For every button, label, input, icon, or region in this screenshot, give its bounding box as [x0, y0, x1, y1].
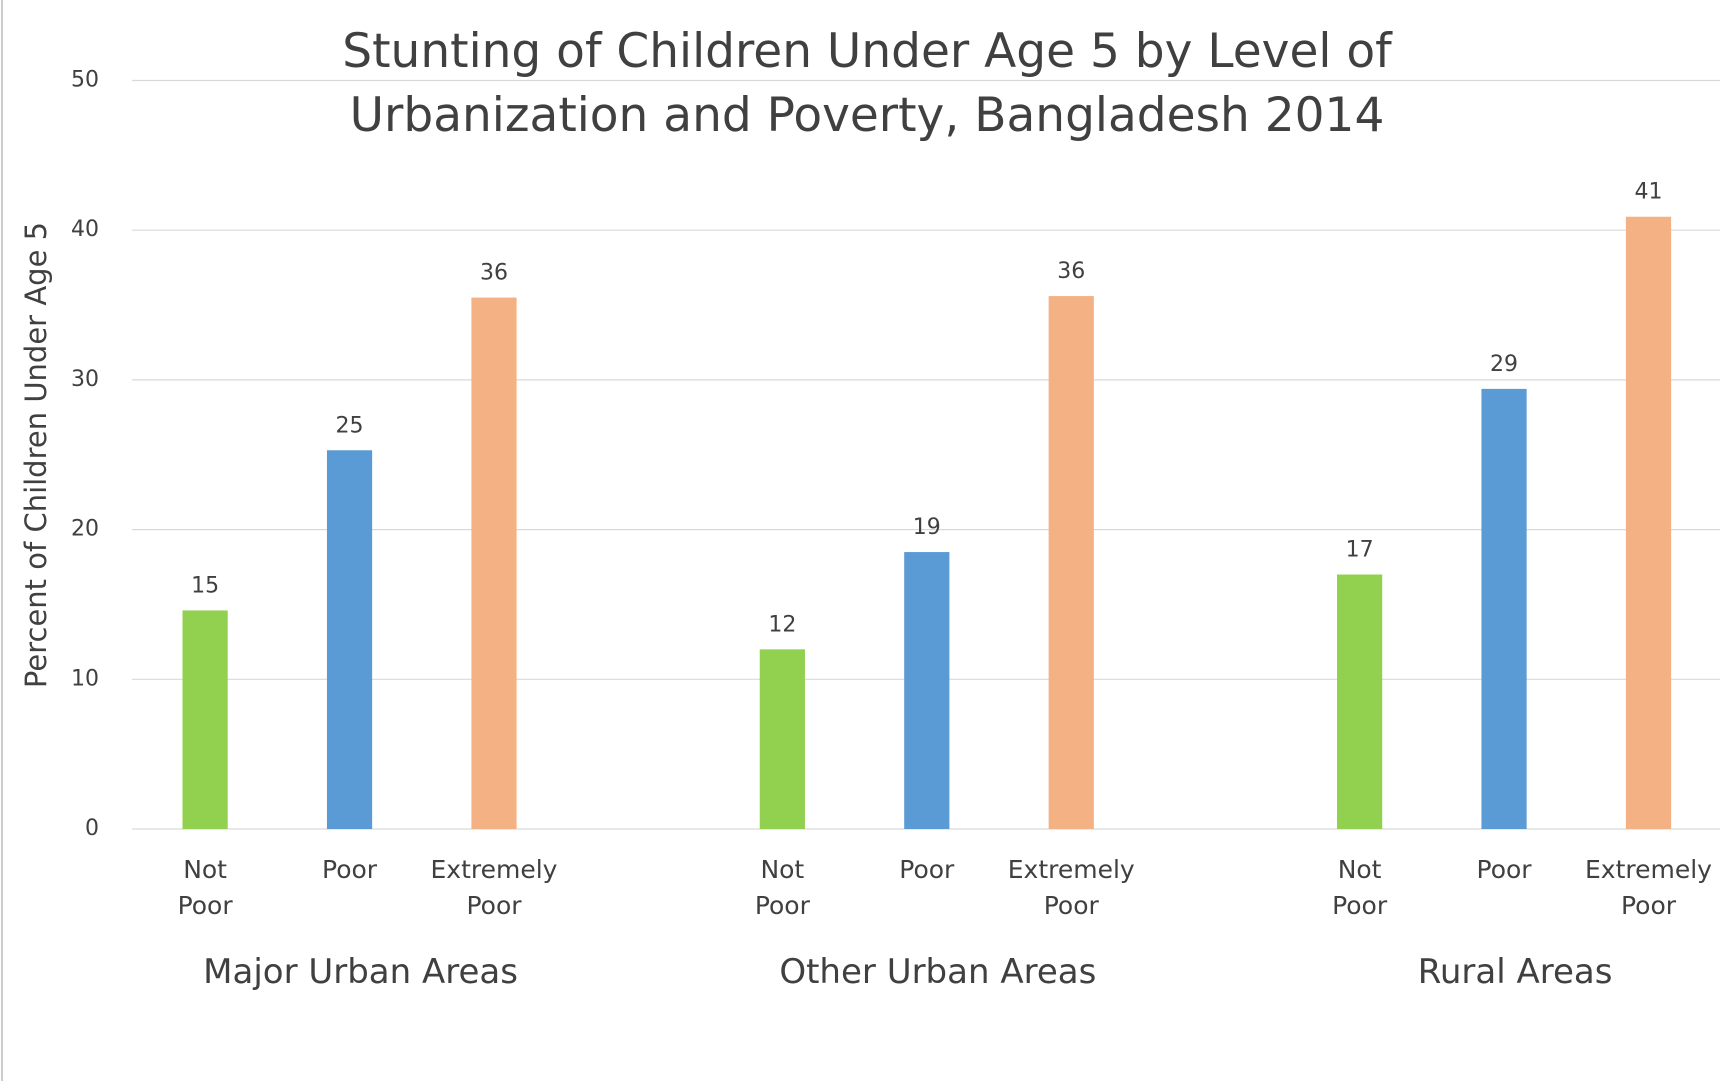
- y-tick-label: 20: [71, 517, 99, 542]
- y-tick-label: 40: [71, 217, 99, 242]
- group-label: Rural Areas: [1418, 952, 1613, 992]
- value-label: 36: [480, 261, 508, 286]
- x-tick-label: Poor: [899, 855, 955, 884]
- y-axis-label: Percent of Children Under Age 5: [19, 222, 53, 688]
- bar: [326, 450, 373, 829]
- value-label: 15: [191, 573, 219, 598]
- x-tick-label: Not Poor: [1332, 855, 1388, 920]
- bar: [471, 297, 517, 829]
- x-tick-label: Extremely Poor: [1008, 855, 1135, 920]
- bar: [1481, 388, 1527, 829]
- x-tick-label: Extremely Poor: [1585, 855, 1712, 920]
- x-tick-label: Extremely Poor: [431, 855, 558, 920]
- value-label: 12: [768, 612, 796, 637]
- value-label: 17: [1346, 538, 1374, 563]
- x-tick-label: Not Poor: [178, 855, 234, 920]
- value-label: 41: [1635, 180, 1663, 205]
- value-label: 25: [336, 413, 364, 438]
- value-label: 19: [913, 515, 941, 540]
- value-label: 36: [1057, 259, 1085, 284]
- x-tick-label: Poor: [1477, 855, 1533, 884]
- x-tick-label: Not Poor: [755, 855, 811, 920]
- y-tick-label: 30: [71, 367, 99, 392]
- y-tick-label: 10: [71, 666, 99, 691]
- bar: [182, 610, 228, 829]
- bar: [904, 552, 950, 829]
- chart-title: Stunting of Children Under Age 5 by Leve…: [342, 24, 1392, 143]
- bar: [1048, 296, 1094, 829]
- y-tick-label: 0: [85, 816, 99, 841]
- y-tick-label: 50: [71, 68, 99, 93]
- group-label: Major Urban Areas: [203, 952, 518, 992]
- group-label: Other Urban Areas: [779, 952, 1096, 992]
- x-tick-label: Poor: [322, 855, 378, 884]
- bar: [1625, 216, 1672, 830]
- value-label: 29: [1490, 352, 1518, 377]
- bar: [759, 649, 805, 829]
- bar: [1336, 574, 1383, 829]
